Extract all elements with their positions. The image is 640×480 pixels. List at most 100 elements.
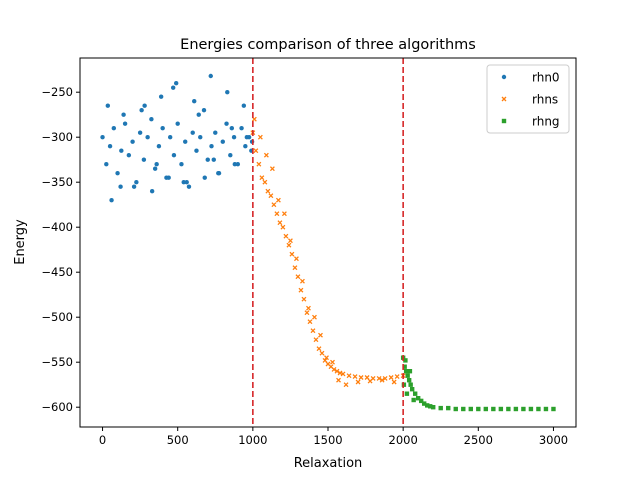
data-point-rhns [367,378,373,384]
chart-title: Energies comparison of three algorithms [180,37,476,53]
data-point-rhn0 [181,180,186,185]
data-point-rhn0 [149,189,155,194]
data-point-rhns [271,202,277,208]
data-point-rhns [257,134,263,140]
data-point-rhn0 [196,112,201,117]
data-point-rhng [431,405,436,410]
data-point-rhn0 [119,148,124,153]
data-point-rhn0 [142,103,147,108]
data-point-rhns [269,166,275,172]
data-point-rhn0 [115,171,120,176]
data-point-rhns [334,368,340,374]
data-point-rhng [415,396,421,401]
data-point-rhng [402,364,407,369]
x-tick-label: 1000 [238,433,267,447]
legend-label-rhns: rhns [532,93,558,107]
y-axis-ticks: −600 −550 −500 −450 −400 −350 −300 −250 [41,85,80,414]
legend-marker-rhng [501,118,507,124]
data-point-rhns [280,224,286,230]
data-point-rhns [318,332,323,338]
legend-marker-rhn0 [501,74,507,80]
data-point-rhn0 [141,157,147,162]
data-point-rhn0 [220,139,225,144]
y-tick-label: −300 [41,130,73,144]
data-point-rhn0 [111,126,117,131]
data-point-rhns [312,314,317,320]
data-point-rhng [408,382,413,387]
legend-marker-rhns [501,96,507,102]
data-point-rhn0 [183,139,188,144]
legend: rhn0 rhns rhng [486,64,570,134]
data-point-rhn0 [202,175,207,180]
y-tick-label: −350 [41,175,73,189]
data-point-rhns [330,359,335,365]
data-point-rhn0 [167,135,173,140]
series-rhn0 [100,73,255,203]
data-point-rhns [293,256,299,262]
data-point-rhng [409,387,415,392]
data-point-rhn0 [232,162,238,167]
data-point-rhns [281,211,287,217]
data-point-rhns [253,148,259,154]
data-point-rhn0 [134,180,139,185]
x-axis-label: Relaxation [294,456,363,471]
data-point-rhng [551,406,556,412]
legend-item-rhn0: rhn0 [501,71,560,85]
series-rhng [400,355,556,412]
data-point-rhns [262,179,268,185]
data-point-rhns [268,193,274,199]
data-point-rhn0 [211,157,216,162]
data-point-rhng [468,406,473,412]
data-point-rhn0 [156,144,162,149]
data-point-rhn0 [235,162,241,167]
data-point-rhns [307,319,313,325]
data-point-rhns [274,211,280,217]
data-point-rhns [304,310,310,316]
data-point-rhng [421,401,427,406]
data-point-rhns [283,233,289,239]
data-point-rhn0 [192,99,197,104]
x-tick-label: 2000 [389,433,418,447]
data-point-rhng [513,406,519,412]
data-point-rhns [388,375,394,380]
x-tick-label: 2500 [464,433,493,447]
data-point-rhng [498,406,504,412]
data-point-rhns [324,355,329,361]
x-tick-label: 3000 [539,433,568,447]
y-tick-label: −500 [41,310,73,324]
data-point-rhns [394,374,400,380]
data-point-rhns [340,371,346,377]
data-point-rhng [403,369,409,374]
x-tick-label: 0 [99,433,106,447]
y-tick-label: −550 [41,355,73,369]
data-point-rhng [528,406,534,412]
data-point-rhn0 [171,153,177,158]
y-tick-label: −450 [41,265,73,279]
y-axis-label: Energy [13,219,28,265]
data-point-rhns [346,373,352,379]
data-point-rhn0 [166,175,171,180]
data-point-rhn0 [104,162,109,167]
data-point-rhn0 [126,153,132,158]
data-point-rhn0 [194,148,199,153]
data-point-rhns [263,152,269,158]
data-point-rhng [461,406,466,412]
data-point-rhn0 [229,126,235,131]
x-tick-label: 500 [167,433,189,447]
data-point-rhns [358,375,364,380]
legend-label-rhn0: rhn0 [532,71,560,85]
data-point-rhns [256,161,262,167]
data-point-rhng [425,403,430,408]
data-point-rhn0 [152,166,158,171]
data-point-rhn0 [173,81,179,86]
data-point-rhn0 [100,135,105,140]
data-point-rhng [483,406,489,412]
data-point-rhns [292,265,298,271]
data-point-rhns [275,197,281,203]
data-point-rhns [265,188,271,194]
legend-box [486,64,570,134]
data-point-rhn0 [158,94,164,99]
data-point-rhns [343,382,349,388]
data-point-rhns [382,375,388,381]
data-point-rhn0 [118,184,123,189]
